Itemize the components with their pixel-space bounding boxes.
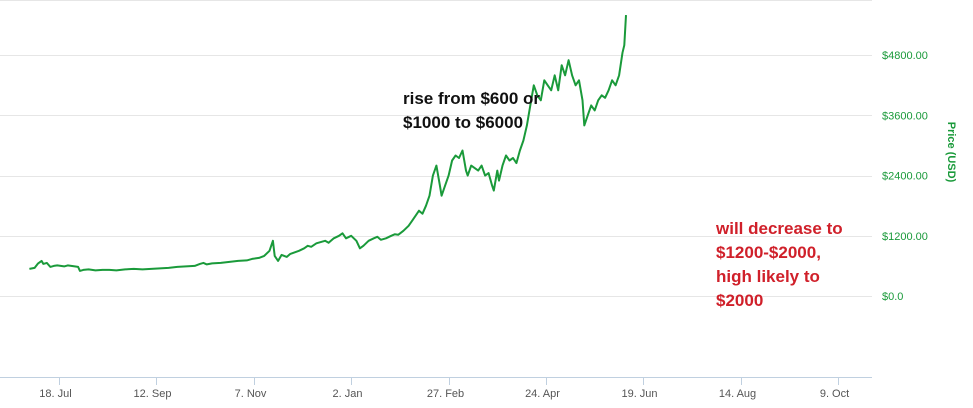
x-tick-label: 24. Apr bbox=[525, 388, 560, 400]
x-tick-label: 2. Jan bbox=[333, 388, 363, 400]
annotation-decrease-line-1: will decrease to bbox=[716, 219, 843, 238]
x-tick-label: 14. Aug bbox=[719, 388, 756, 400]
y-axis: $0.0 $1200.00 $2400.00 $3600.00 $4800.00 bbox=[882, 50, 928, 303]
series-layer bbox=[29, 15, 627, 272]
annotation-decrease-line-3: high likely to bbox=[716, 267, 820, 286]
annotation-rise-line-1: rise from $600 or bbox=[403, 89, 541, 108]
x-tick-label: 12. Sep bbox=[134, 388, 172, 400]
y-axis-label: Price (USD) bbox=[945, 122, 957, 183]
annotation-decrease: will decrease to $1200-$2000, high likel… bbox=[716, 217, 843, 313]
x-tick-label: 27. Feb bbox=[427, 388, 464, 400]
grid-lines bbox=[0, 0, 872, 297]
y-tick-label: $3600.00 bbox=[882, 110, 928, 122]
annotation-rise: rise from $600 or $1000 to $6000 bbox=[403, 87, 540, 135]
y-tick-label: $4800.00 bbox=[882, 50, 928, 62]
annotation-decrease-line-2: $1200-$2000, bbox=[716, 243, 821, 262]
price-series-line bbox=[29, 15, 627, 272]
x-tick-label: 9. Oct bbox=[820, 388, 849, 400]
y-tick-label: $1200.00 bbox=[882, 231, 928, 243]
x-axis: 18. Jul 12. Sep 7. Nov 2. Jan 27. Feb 24. Apr… bbox=[0, 377, 872, 400]
y-tick-label: $0.0 bbox=[882, 291, 903, 303]
x-tick-label: 19. Jun bbox=[621, 388, 657, 400]
y-tick-label: $2400.00 bbox=[882, 171, 928, 183]
annotation-rise-line-2: $1000 to $6000 bbox=[403, 113, 524, 132]
x-tick-label: 18. Jul bbox=[39, 388, 71, 400]
annotation-decrease-line-4: $2000 bbox=[716, 291, 764, 310]
x-tick-label: 7. Nov bbox=[235, 388, 267, 400]
